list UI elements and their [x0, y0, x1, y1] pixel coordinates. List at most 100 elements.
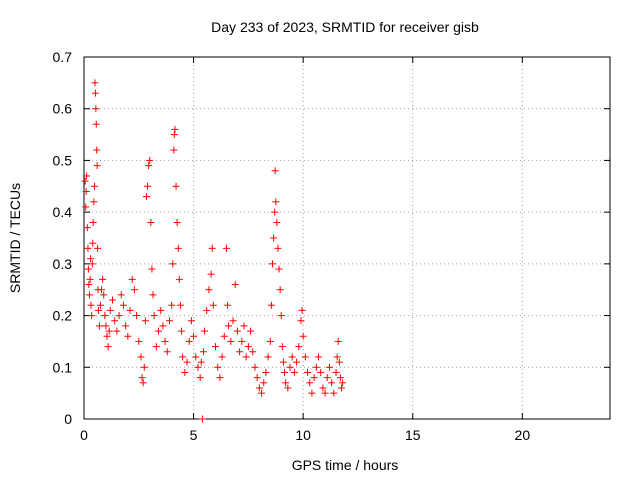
- data-point: [178, 327, 186, 335]
- x-tick-label: 20: [515, 427, 531, 443]
- data-point: [308, 389, 316, 397]
- data-point: [168, 301, 176, 309]
- x-tick-label: 15: [405, 427, 421, 443]
- data-point: [297, 317, 305, 325]
- data-point: [165, 317, 173, 325]
- data-point: [315, 353, 323, 361]
- data-point: [298, 306, 306, 314]
- data-point: [273, 218, 281, 226]
- data-point: [142, 193, 150, 201]
- data-point: [95, 322, 103, 330]
- data-point: [149, 291, 157, 299]
- data-point: [339, 379, 347, 387]
- data-point: [84, 244, 92, 252]
- data-point: [130, 286, 138, 294]
- data-point: [179, 353, 187, 361]
- data-point: [266, 337, 274, 345]
- data-point: [231, 281, 239, 289]
- data-point: [148, 265, 156, 273]
- data-point: [275, 265, 283, 273]
- data-point: [124, 332, 132, 340]
- data-point: [222, 244, 230, 252]
- data-point: [96, 301, 104, 309]
- chart-title: Day 233 of 2023, SRMTID for receiver gis…: [211, 19, 479, 35]
- data-point: [170, 146, 178, 154]
- data-point: [199, 348, 207, 356]
- data-point: [236, 348, 244, 356]
- x-tick-label: 10: [295, 427, 311, 443]
- data-point: [317, 368, 325, 376]
- data-point: [260, 379, 268, 387]
- data-point: [253, 374, 261, 382]
- data-point: [172, 182, 180, 190]
- data-point: [242, 353, 250, 361]
- data-point: [271, 167, 279, 175]
- y-tick-label: 0.1: [53, 359, 73, 375]
- data-point: [140, 363, 148, 371]
- data-point: [90, 198, 98, 206]
- x-tick-label: 5: [190, 427, 198, 443]
- data-point: [288, 353, 296, 361]
- data-point: [173, 218, 181, 226]
- data-point: [238, 337, 246, 345]
- data-point: [85, 281, 93, 289]
- data-point: [264, 353, 272, 361]
- data-point: [170, 131, 178, 139]
- data-point: [310, 374, 318, 382]
- data-point: [203, 306, 211, 314]
- data-point: [295, 343, 303, 351]
- x-axis-title: GPS time / hours: [292, 457, 399, 473]
- data-point: [89, 239, 97, 247]
- data-point: [293, 358, 301, 366]
- data-point: [192, 353, 200, 361]
- data-point: [185, 337, 193, 345]
- data-point: [87, 301, 95, 309]
- data-point: [147, 218, 155, 226]
- data-point: [278, 343, 286, 351]
- data-point: [208, 244, 216, 252]
- data-point: [86, 275, 94, 283]
- data-point: [270, 234, 278, 242]
- data-point: [197, 358, 205, 366]
- data-point: [83, 224, 91, 232]
- data-point: [247, 327, 255, 335]
- data-point: [144, 182, 152, 190]
- data-point: [176, 301, 184, 309]
- y-tick-label: 0.3: [53, 256, 73, 272]
- data-point: [128, 275, 136, 283]
- data-point: [201, 327, 209, 335]
- data-point: [328, 379, 336, 387]
- data-point: [220, 332, 228, 340]
- data-point: [334, 337, 342, 345]
- data-point: [106, 306, 114, 314]
- data-point: [150, 312, 158, 320]
- data-point: [336, 374, 344, 382]
- data-point: [212, 343, 219, 351]
- data-point: [93, 146, 101, 154]
- plot-frame: [83, 56, 611, 420]
- data-point: [304, 368, 312, 376]
- data-point: [251, 363, 259, 371]
- data-point: [119, 301, 127, 309]
- data-point: [159, 322, 167, 330]
- data-point: [92, 105, 100, 113]
- data-point: [216, 374, 224, 382]
- y-tick-label: 0.6: [53, 101, 73, 117]
- data-point: [87, 255, 95, 263]
- data-point: [93, 162, 101, 170]
- data-point: [174, 244, 182, 252]
- data-point: [111, 317, 119, 325]
- data-point: [99, 275, 107, 283]
- y-tick-label: 0.7: [53, 49, 73, 65]
- x-axis-ticks: 0 5 10 15 20: [80, 57, 530, 443]
- data-point: [82, 187, 90, 195]
- data-point: [100, 291, 108, 299]
- data-point: [274, 244, 282, 252]
- data-point: [135, 337, 143, 345]
- data-point: [233, 327, 241, 335]
- data-point: [319, 384, 327, 392]
- data-point: [214, 363, 222, 371]
- data-point: [89, 218, 97, 226]
- data-point: [325, 363, 333, 371]
- data-point: [284, 384, 292, 392]
